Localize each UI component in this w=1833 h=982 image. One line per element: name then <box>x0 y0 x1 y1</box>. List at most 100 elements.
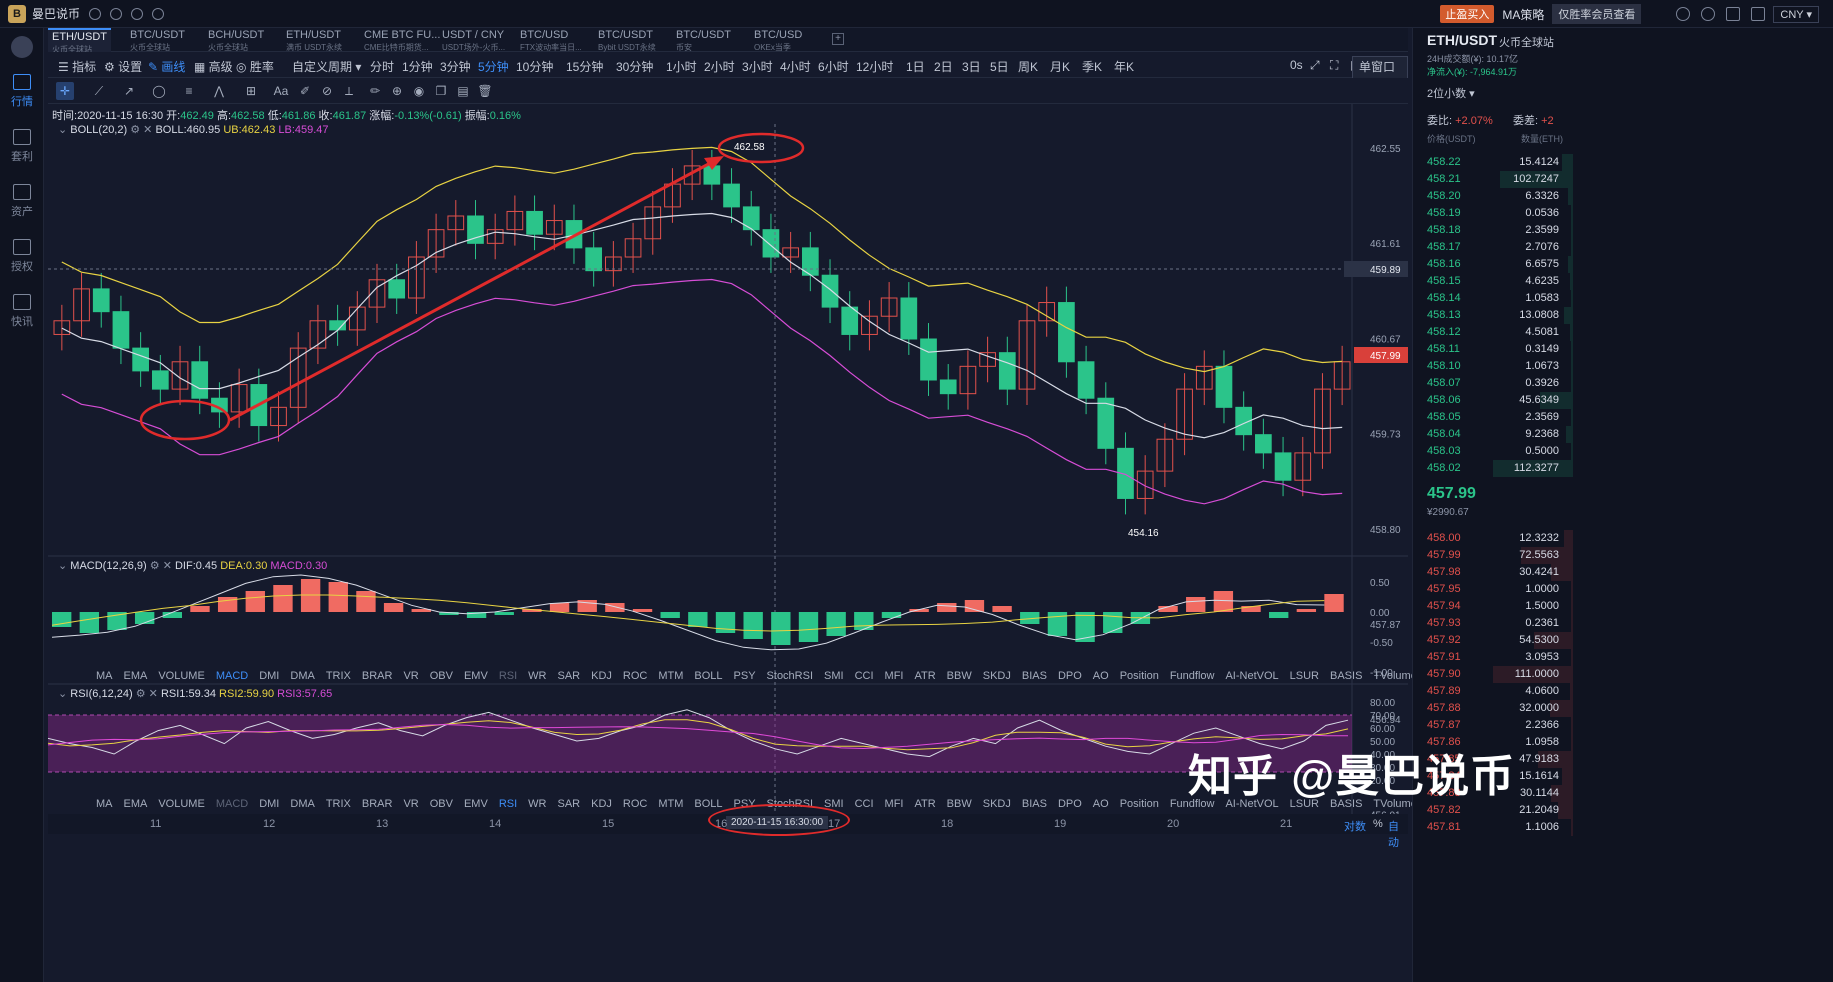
ob-row[interactable]: 457.91 3.0953 <box>1413 649 1573 666</box>
window-icon-1[interactable] <box>89 7 102 20</box>
ob-row[interactable]: 458.04 9.2368 <box>1413 426 1573 443</box>
ob-row[interactable]: 457.92 54.5300 <box>1413 632 1573 649</box>
ob-row[interactable]: 457.86 1.0958 <box>1413 734 1573 751</box>
period-8[interactable]: 2小时 <box>704 60 735 74</box>
indicator-wr[interactable]: WR <box>528 670 547 682</box>
macd-collapse-icon[interactable]: ⌄ <box>58 560 68 572</box>
ruler-tool-icon[interactable]: ⟂ <box>344 84 353 98</box>
indicator-smi[interactable]: SMI <box>824 670 844 682</box>
tab-market-8[interactable]: BTC/USDT 币安 <box>672 28 735 53</box>
period-13[interactable]: 1日 <box>906 60 925 74</box>
magnet-tool-icon[interactable]: ⊘ <box>321 84 333 98</box>
period-4[interactable]: 10分钟 <box>516 60 554 74</box>
indicator-obv[interactable]: OBV <box>429 798 453 810</box>
ob-row[interactable]: 457.98 30.4241 <box>1413 564 1573 581</box>
rsi-close-icon[interactable]: ✕ <box>148 688 158 700</box>
text-tool-icon[interactable]: Aa <box>273 84 289 98</box>
ob-row[interactable]: 458.02 112.3277 <box>1413 460 1573 477</box>
indicator-roc[interactable]: ROC <box>622 670 648 682</box>
window-icon-4[interactable] <box>152 7 165 20</box>
indicator-kdj[interactable]: KDJ <box>591 798 612 810</box>
period-20[interactable]: 年K <box>1114 60 1135 74</box>
macd-settings-icon[interactable]: ⚙ <box>149 560 160 572</box>
indicator-cci[interactable]: CCI <box>854 670 874 682</box>
indicator-bias[interactable]: BIAS <box>1021 798 1047 810</box>
indicator-volume[interactable]: VOLUME <box>158 798 205 810</box>
expand-icon[interactable]: ⛶ <box>1330 58 1339 72</box>
ob-row[interactable]: 458.05 2.3569 <box>1413 409 1573 426</box>
indicator-ma[interactable]: MA <box>96 670 113 682</box>
percent-scale-toggle[interactable]: % <box>1373 818 1383 830</box>
ob-row[interactable]: 458.14 1.0583 <box>1413 290 1573 307</box>
nav-item-4[interactable]: 快讯 <box>0 294 44 329</box>
ob-row[interactable]: 457.84 15.1614 <box>1413 768 1573 785</box>
ob-row[interactable]: 457.94 1.5000 <box>1413 598 1573 615</box>
indicator-ai-netvol[interactable]: AI-NetVOL <box>1225 798 1279 810</box>
period-10[interactable]: 4小时 <box>780 60 811 74</box>
chart-svg[interactable]: 462.55 461.61 460.67 459.73 458.80 457.87 456.… <box>47 104 1408 917</box>
indicator-smi[interactable]: SMI <box>824 798 844 810</box>
custom-period-button[interactable]: 自定义周期 ▾ <box>292 60 362 74</box>
ray-tool-icon[interactable]: ↗ <box>123 84 135 98</box>
period-11[interactable]: 6小时 <box>818 60 849 74</box>
period-6[interactable]: 30分钟 <box>616 60 654 74</box>
tab-market-3[interactable]: ETH/USDT 满币 USDT永续 <box>282 28 346 53</box>
indicator-bias[interactable]: BIAS <box>1021 670 1047 682</box>
indicators-button[interactable]: ☰ 指标 <box>58 60 97 74</box>
boll-settings-icon[interactable]: ⚙ <box>130 124 141 136</box>
log-scale-toggle[interactable]: 对数 <box>1344 821 1366 833</box>
ob-row[interactable]: 458.10 1.0673 <box>1413 358 1573 375</box>
indicator-boll[interactable]: BOLL <box>694 670 723 682</box>
ob-row[interactable]: 457.90 111.0000 <box>1413 666 1573 683</box>
ob-row[interactable]: 457.85 47.9183 <box>1413 751 1573 768</box>
indicator-vr[interactable]: VR <box>403 798 419 810</box>
add-tab-icon[interactable]: + <box>832 33 844 45</box>
period-19[interactable]: 季K <box>1082 60 1103 74</box>
winrate-button[interactable]: ◎ 胜率 <box>236 60 274 74</box>
wave-tool-icon[interactable]: ⋀ <box>214 84 224 98</box>
trash-tool-icon[interactable]: 🗑 <box>477 84 493 98</box>
indicator-dma[interactable]: DMA <box>290 670 315 682</box>
nav-item-2[interactable]: 资产 <box>0 184 44 219</box>
tab-market-5[interactable]: USDT / CNY USDT场外-火币... <box>438 28 509 53</box>
indicator-emv[interactable]: EMV <box>463 798 488 810</box>
ob-row[interactable]: 458.19 0.0536 <box>1413 205 1573 222</box>
parallel-tool-icon[interactable]: ≡ <box>185 84 193 98</box>
indicator-ema[interactable]: EMA <box>123 798 148 810</box>
indicator-brar[interactable]: BRAR <box>361 798 393 810</box>
indicator-cci[interactable]: CCI <box>854 798 874 810</box>
indicator-bbw[interactable]: BBW <box>946 670 972 682</box>
brush-tool-icon[interactable]: ✐ <box>299 84 311 98</box>
macd-close-icon[interactable]: ✕ <box>162 560 172 572</box>
currency-select[interactable]: CNY ▾ <box>1773 5 1819 23</box>
ob-row[interactable]: 457.95 1.0000 <box>1413 581 1573 598</box>
indicator-mfi[interactable]: MFI <box>884 670 904 682</box>
indicator-dpo[interactable]: DPO <box>1057 670 1082 682</box>
ob-row[interactable]: 458.12 4.5081 <box>1413 324 1573 341</box>
indicator-emv[interactable]: EMV <box>463 670 488 682</box>
tab-market-1[interactable]: BTC/USDT 火币全球站 <box>126 28 189 53</box>
lock-tool-icon[interactable]: ⊕ <box>391 84 403 98</box>
indicator-basis[interactable]: BASIS <box>1330 798 1363 810</box>
ob-row[interactable]: 458.00 12.3232 <box>1413 530 1573 547</box>
ob-row[interactable]: 457.93 0.2361 <box>1413 615 1573 632</box>
window-icon-2[interactable] <box>110 7 123 20</box>
period-3[interactable]: 5分钟 <box>478 60 509 74</box>
draw-button[interactable]: ✎ 画线 <box>148 60 186 74</box>
period-7[interactable]: 1小时 <box>666 60 697 74</box>
indicator-fundflow[interactable]: Fundflow <box>1169 798 1215 810</box>
indicator-obv[interactable]: OBV <box>429 670 453 682</box>
indicator-dmi[interactable]: DMI <box>259 670 280 682</box>
nav-item-1[interactable]: 套利 <box>0 129 44 164</box>
indicator-atr[interactable]: ATR <box>914 670 936 682</box>
indicator-fundflow[interactable]: Fundflow <box>1169 670 1215 682</box>
period-1[interactable]: 1分钟 <box>402 60 433 74</box>
bell-icon[interactable] <box>1676 7 1691 21</box>
rsi-settings-icon[interactable]: ⚙ <box>135 688 146 700</box>
indicator-wr[interactable]: WR <box>528 798 547 810</box>
ob-row[interactable]: 457.81 1.1006 <box>1413 819 1573 836</box>
indicator-volume[interactable]: VOLUME <box>158 670 205 682</box>
indicator-dma[interactable]: DMA <box>290 798 315 810</box>
ob-row[interactable]: 458.15 4.6235 <box>1413 273 1573 290</box>
indicator-lsur[interactable]: LSUR <box>1289 798 1319 810</box>
